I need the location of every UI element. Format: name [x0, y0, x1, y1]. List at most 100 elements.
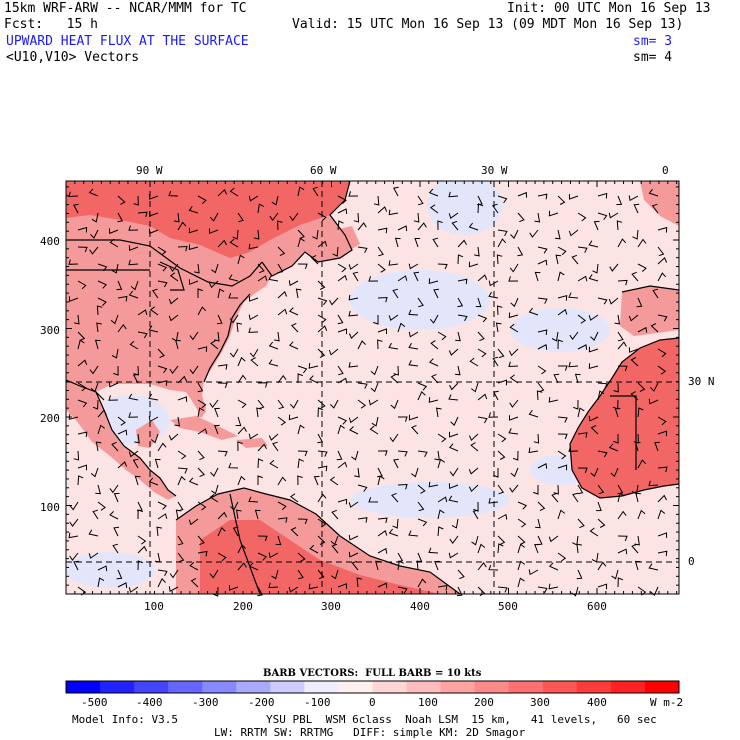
wind-barb: [348, 534, 359, 541]
wind-barb: [449, 431, 459, 438]
colorbar-swatch: [134, 681, 169, 693]
wind-barb: [589, 527, 599, 537]
wind-barb: [497, 450, 506, 460]
wind-barb: [477, 331, 485, 342]
wind-barb: [290, 527, 299, 537]
wind-barb: [113, 365, 119, 376]
wind-barb: [553, 484, 559, 495]
wind-barb: [317, 465, 328, 472]
wind-barb: [88, 529, 99, 537]
wind-barb: [237, 475, 246, 486]
wind-barb: [534, 271, 541, 282]
wind-barb: [596, 501, 602, 512]
wind-barb: [257, 586, 263, 597]
wind-barb: [210, 467, 219, 477]
wind-barb: [108, 381, 119, 388]
wind-barb: [235, 509, 242, 520]
wind-barb: [157, 263, 168, 272]
wind-barb: [377, 582, 388, 589]
wind-barb: [208, 228, 219, 235]
wind-barb: [297, 237, 305, 248]
wind-barb: [630, 391, 639, 401]
wind-barb: [488, 291, 499, 299]
wind-barb: [68, 296, 79, 303]
wind-barb: [108, 228, 119, 235]
wind-barb: [408, 342, 419, 350]
wind-barb: [111, 263, 119, 274]
wind-barb: [533, 485, 539, 495]
wind-barb: [117, 195, 126, 205]
wind-barb: [389, 433, 399, 443]
wind-barb: [211, 484, 219, 495]
wind-barb: [557, 195, 566, 205]
wind-barb: [557, 246, 567, 256]
wind-barb: [568, 292, 579, 299]
wind-barb: [197, 399, 207, 409]
wind-barb: [151, 288, 159, 299]
wind-barb: [449, 467, 459, 477]
wind-barb: [368, 497, 379, 503]
lat-lon-grid: [66, 181, 679, 594]
wind-barb: [133, 195, 139, 206]
wind-barb: [411, 467, 419, 478]
wind-barb: [97, 565, 108, 572]
wind-barb: [328, 348, 339, 356]
wind-barb: [630, 357, 639, 367]
wind-barb: [571, 254, 579, 265]
wind-barb: [209, 493, 219, 503]
wind-barb: [537, 259, 548, 266]
wind-barb: [508, 276, 519, 282]
wind-barb: [648, 563, 659, 571]
wind-barb: [117, 461, 128, 469]
wind-barb: [469, 357, 479, 367]
colorbar-swatch: [440, 681, 476, 693]
wind-barb: [577, 344, 588, 350]
wind-barb: [370, 365, 379, 376]
wind-barb: [377, 529, 388, 537]
wind-barb: [477, 203, 484, 214]
wind-barb: [437, 496, 448, 503]
wind-barb: [88, 552, 99, 559]
wind-barb: [610, 467, 619, 478]
wind-barb: [613, 382, 619, 393]
wind-barb: [416, 560, 423, 571]
wind-barb: [356, 577, 363, 588]
wind-barb: [510, 297, 519, 308]
wind-barb: [248, 433, 259, 440]
wind-barb: [177, 396, 188, 402]
wind-barb: [194, 263, 200, 274]
map-frame: [65, 180, 680, 595]
wind-barb: [548, 396, 559, 403]
wind-barb: [197, 535, 205, 546]
wind-barb: [496, 305, 503, 316]
wind-barb: [468, 433, 479, 442]
wind-barb: [197, 407, 205, 418]
wind-barb: [213, 424, 220, 435]
barb-legend: BARB VECTORS: FULL BARB = 10 kts: [263, 668, 482, 679]
wind-barb: [331, 543, 339, 554]
wind-barb: [430, 340, 439, 350]
wind-barb: [497, 543, 504, 554]
wind-barb: [97, 297, 107, 306]
wind-barb: [634, 441, 641, 452]
wind-barb: [317, 280, 326, 290]
wind-barb: [377, 467, 383, 478]
wind-barb: [208, 280, 219, 289]
wind-barb: [277, 476, 287, 486]
wind-barb: [517, 518, 527, 528]
wind-barb: [493, 390, 499, 401]
wind-barb: [577, 518, 585, 529]
wind-barb: [357, 246, 368, 254]
wind-barb: [590, 331, 599, 341]
wind-barb: [73, 450, 80, 461]
wind-barb: [632, 229, 639, 240]
wind-barb: [488, 564, 499, 571]
wind-barb: [528, 307, 539, 316]
wind-barb: [157, 569, 168, 577]
wind-barb: [351, 560, 359, 571]
wind-barb: [617, 279, 628, 286]
wind-barb: [497, 348, 505, 359]
wind-barb: [348, 263, 359, 270]
wind-barb: [277, 220, 283, 231]
lon-label-60w: 60 W: [310, 164, 337, 177]
